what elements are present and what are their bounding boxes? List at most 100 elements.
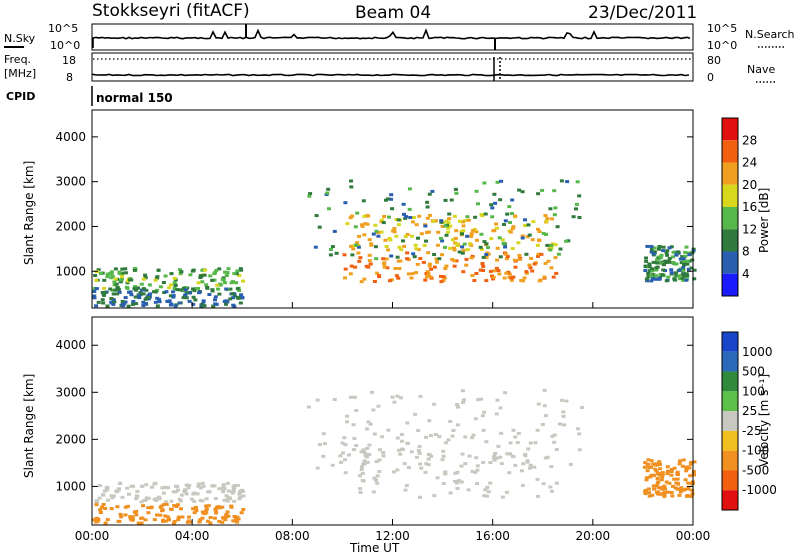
velocity-cell bbox=[486, 490, 491, 494]
velocity-cell bbox=[358, 490, 363, 494]
power-cell bbox=[238, 301, 243, 305]
freq-tick-bottom: 8 bbox=[66, 71, 73, 84]
power-cell bbox=[512, 258, 517, 262]
power-cell bbox=[443, 224, 448, 228]
velocity-cell bbox=[232, 487, 236, 490]
velocity-cell bbox=[554, 448, 559, 451]
power-cell bbox=[505, 212, 510, 216]
power-cell bbox=[215, 283, 220, 287]
velocity-cell bbox=[689, 461, 694, 464]
power-cell bbox=[356, 244, 361, 247]
power-cell bbox=[307, 194, 312, 198]
velocity-cell bbox=[473, 417, 478, 421]
power-cell bbox=[503, 219, 508, 223]
velocity-cell bbox=[196, 484, 201, 488]
power-cell bbox=[235, 287, 240, 291]
power-cell bbox=[550, 217, 554, 221]
velocity-cell bbox=[204, 497, 209, 501]
power-cell bbox=[520, 234, 525, 238]
velocity-cell bbox=[419, 466, 424, 470]
velocity-colorbar-tick: 25 bbox=[742, 404, 757, 418]
power-ylabel: Slant Range [km] bbox=[22, 161, 36, 265]
velocity-cell bbox=[460, 452, 465, 456]
velocity-cell bbox=[677, 493, 682, 497]
power-cell bbox=[422, 244, 427, 247]
power-cell bbox=[464, 257, 469, 261]
power-cell bbox=[577, 194, 582, 198]
velocity-cell bbox=[481, 461, 486, 464]
velocity-cell bbox=[231, 484, 236, 488]
velocity-cell bbox=[183, 490, 188, 494]
power-cell bbox=[372, 280, 377, 283]
velocity-cell bbox=[200, 481, 205, 485]
power-cell bbox=[355, 241, 360, 245]
power-cell bbox=[462, 242, 467, 246]
velocity-cell bbox=[456, 405, 461, 409]
velocity-cell bbox=[455, 403, 460, 406]
velocity-cell bbox=[656, 486, 661, 490]
power-cell bbox=[552, 189, 557, 193]
power-cell bbox=[99, 272, 103, 275]
power-cell bbox=[446, 226, 451, 230]
power-cell bbox=[649, 279, 654, 283]
power-cell bbox=[677, 268, 682, 272]
power-cell bbox=[489, 237, 494, 241]
power-cell bbox=[464, 263, 469, 267]
velocity-colorbar-tick: -500 bbox=[742, 463, 769, 477]
velocity-cell bbox=[212, 516, 217, 520]
velocity-cell bbox=[681, 488, 686, 492]
power-cell bbox=[530, 238, 535, 242]
power-cell bbox=[141, 292, 146, 296]
velocity-cell bbox=[435, 476, 440, 480]
power-cell bbox=[363, 222, 368, 226]
velocity-colorbar-tick: 1000 bbox=[742, 345, 773, 359]
velocity-cell bbox=[127, 492, 131, 496]
velocity-cell bbox=[381, 451, 386, 455]
velocity-cell bbox=[448, 491, 453, 495]
power-cell bbox=[691, 247, 696, 251]
velocity-cell bbox=[455, 423, 460, 427]
power-cell bbox=[554, 271, 559, 275]
velocity-cell bbox=[662, 490, 667, 494]
power-cell bbox=[479, 213, 484, 217]
power-cell bbox=[416, 248, 421, 252]
power-cell bbox=[92, 294, 97, 298]
power-cell bbox=[489, 203, 494, 207]
velocity-cell bbox=[403, 488, 408, 492]
power-cell bbox=[655, 258, 659, 262]
velocity-cell bbox=[432, 402, 437, 406]
velocity-cell bbox=[448, 420, 453, 423]
power-colorbar-swatch bbox=[722, 273, 738, 296]
velocity-cell bbox=[659, 478, 664, 482]
power-cell bbox=[96, 300, 101, 304]
velocity-cell bbox=[507, 452, 512, 456]
power-cell bbox=[448, 246, 453, 250]
nave-tick-bottom: 0 bbox=[707, 71, 714, 84]
velocity-cell bbox=[105, 518, 110, 522]
velocity-cell bbox=[178, 499, 183, 503]
power-cell bbox=[509, 276, 514, 280]
velocity-cell bbox=[427, 452, 432, 456]
velocity-cell bbox=[474, 456, 479, 460]
power-cell bbox=[452, 246, 456, 250]
velocity-cell bbox=[342, 436, 347, 440]
power-colorbar-tick: 12 bbox=[742, 222, 757, 236]
velocity-cell bbox=[221, 485, 226, 489]
power-cell bbox=[366, 214, 371, 218]
power-cell bbox=[126, 304, 131, 308]
velocity-cell bbox=[192, 511, 197, 515]
velocity-cell bbox=[646, 487, 651, 491]
velocity-cell bbox=[321, 454, 326, 458]
power-cell bbox=[349, 179, 353, 183]
velocity-cell bbox=[652, 487, 657, 491]
velocity-cell bbox=[686, 486, 691, 489]
power-cell bbox=[349, 185, 354, 189]
power-cell bbox=[202, 273, 207, 277]
power-cell bbox=[181, 296, 186, 300]
velocity-cell bbox=[98, 484, 103, 488]
velocity-cell bbox=[194, 509, 199, 513]
velocity-cell bbox=[347, 453, 351, 457]
velocity-colorbar-swatch bbox=[722, 351, 738, 372]
power-colorbar-swatch bbox=[722, 229, 738, 252]
velocity-cell bbox=[513, 435, 518, 439]
